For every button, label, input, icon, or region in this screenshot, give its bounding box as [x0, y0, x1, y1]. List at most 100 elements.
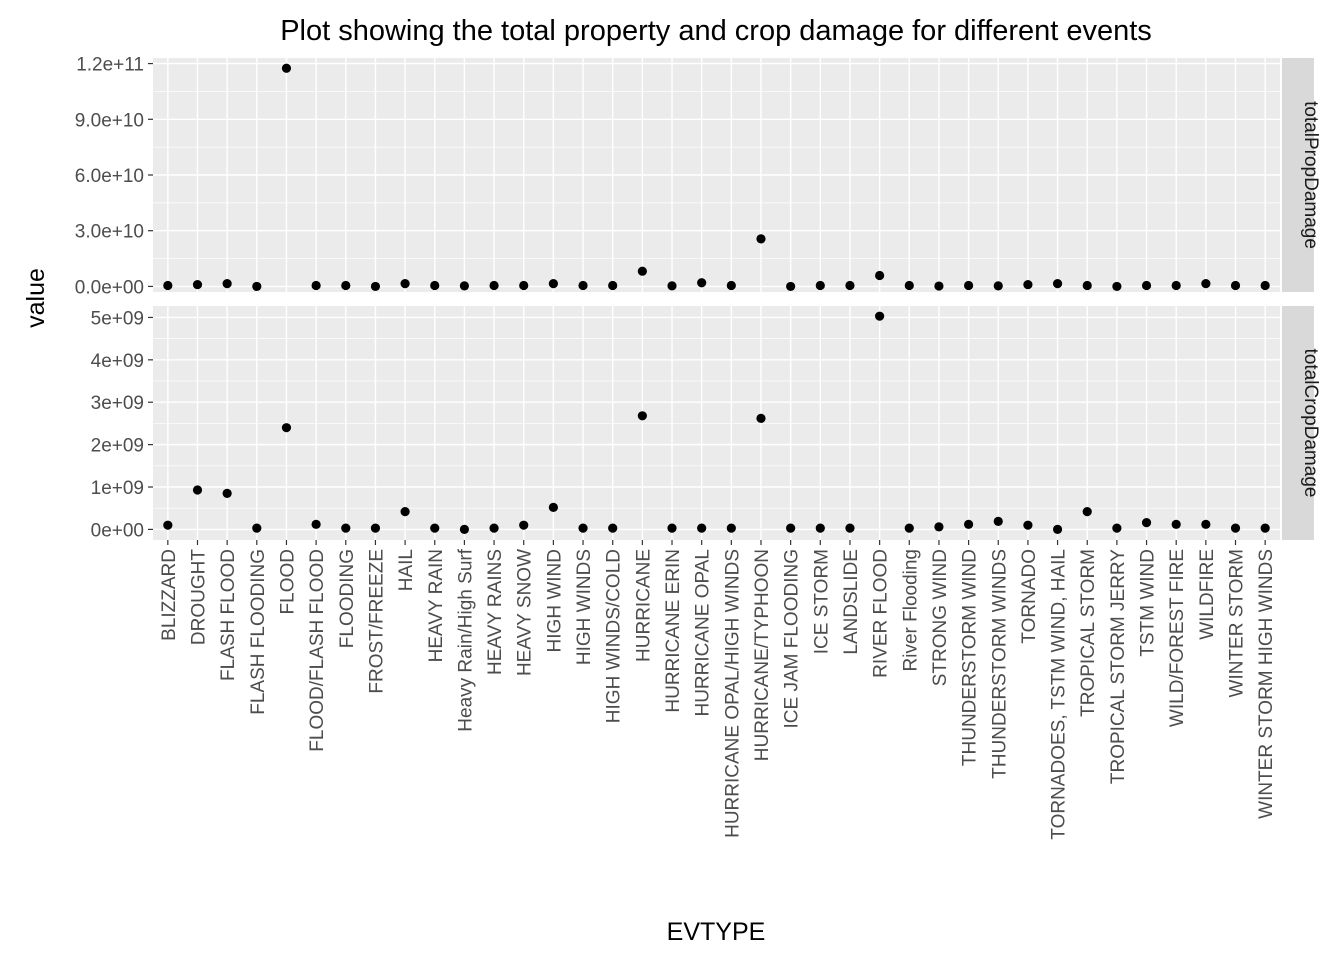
data-point — [845, 280, 855, 291]
data-point — [1052, 279, 1063, 289]
data-point — [1230, 523, 1241, 533]
data-point — [726, 523, 736, 533]
data-point — [192, 279, 203, 290]
data-point — [963, 519, 974, 529]
data-point — [1052, 524, 1063, 535]
data-point — [963, 280, 974, 291]
x-tick-label: FLOOD — [277, 549, 298, 614]
data-point — [341, 523, 351, 533]
data-point — [786, 281, 796, 292]
y-axis-label: value — [22, 268, 50, 328]
data-point — [1260, 523, 1270, 533]
x-tick-label: HIGH WINDS/COLD — [604, 549, 625, 723]
x-tick-label: THUNDERSTORM WIND — [960, 549, 981, 766]
x-tick-label: DROUGHT — [188, 549, 209, 645]
data-point — [370, 281, 381, 292]
data-point — [519, 280, 529, 291]
data-point — [875, 311, 885, 321]
x-tick-label: HIGH WINDS — [574, 549, 595, 665]
x-tick-label: HURRICANE/TYPHOON — [752, 549, 773, 761]
x-tick-label: ICE STORM — [811, 549, 832, 654]
data-point — [1023, 279, 1033, 290]
data-point — [1023, 520, 1033, 530]
data-point — [608, 280, 618, 291]
data-point — [430, 280, 440, 291]
x-tick-label: RIVER FLOOD — [871, 549, 892, 678]
data-point — [815, 523, 825, 533]
x-axis: BLIZZARD DROUGHT FLASH FLOOD FLASH FLOODING… — [159, 540, 1277, 840]
y-tick-label: 5e+09 — [91, 308, 144, 329]
y-tick-label: 1e+09 — [91, 478, 144, 499]
y-tick-label: 1.2e+11 — [76, 55, 144, 76]
x-tick-label: HAIL — [396, 549, 417, 591]
x-tick-label: WINTER STORM HIGH WINDS — [1256, 549, 1277, 819]
y-tick-label: 3.0e+10 — [75, 222, 144, 243]
data-point — [1141, 280, 1152, 291]
x-tick-label: WINTER STORM — [1227, 549, 1248, 697]
data-point — [222, 279, 232, 289]
data-point — [993, 516, 1003, 526]
data-point — [786, 523, 796, 533]
data-point — [281, 63, 292, 73]
y-tick-label: 2e+09 — [91, 436, 144, 457]
data-point — [1112, 523, 1122, 533]
data-point — [815, 280, 825, 291]
data-point — [311, 519, 321, 529]
data-point — [934, 281, 944, 291]
x-tick-label: FLASH FLOOD — [218, 549, 239, 681]
y-tick-label: 3e+09 — [91, 393, 144, 414]
chart-title: Plot showing the total property and crop… — [280, 15, 1152, 47]
panel-totalPropDamage: 0.0e+00 3.0e+10 6.0e+10 9.0e+10 1.2e+11 total… — [75, 55, 1321, 299]
x-tick-label: ICE JAM FLOODING — [782, 549, 803, 728]
data-point — [756, 413, 766, 423]
data-point — [1082, 506, 1092, 517]
data-point — [875, 270, 885, 281]
data-point — [489, 523, 499, 533]
y-tick-label: 4e+09 — [91, 351, 144, 372]
facet-strip-label: totalCropDamage — [1300, 349, 1321, 498]
y-tick-label: 0e+00 — [91, 520, 144, 541]
data-point — [370, 523, 381, 533]
x-tick-label: HEAVY RAINS — [485, 549, 506, 675]
data-point — [1201, 519, 1211, 529]
data-point — [163, 280, 173, 291]
data-point — [519, 520, 529, 530]
facet-strip — [1282, 58, 1314, 292]
data-point — [252, 523, 262, 533]
data-point — [934, 522, 944, 532]
data-point — [608, 523, 618, 533]
data-point — [1260, 280, 1270, 291]
facet-strip-label: totalPropDamage — [1300, 101, 1321, 249]
data-point — [1082, 280, 1092, 291]
x-tick-label: TROPICAL STORM JERRY — [1108, 549, 1129, 784]
x-tick-label: HURRICANE OPAL — [693, 549, 714, 717]
facet-strip — [1282, 306, 1314, 540]
x-axis-label: EVTYPE — [667, 918, 766, 946]
data-point — [904, 280, 914, 291]
data-point — [697, 523, 707, 533]
data-point — [548, 502, 558, 512]
x-tick-label: TORNADO — [1019, 549, 1040, 644]
x-tick-label: River Flooding — [900, 549, 921, 672]
data-point — [163, 520, 173, 530]
panel-totalCropDamage: 0e+00 1e+09 2e+09 3e+09 4e+09 5e+09 totalCropD… — [91, 306, 1321, 541]
data-point — [252, 281, 262, 292]
data-point — [400, 279, 410, 289]
panels: 0.0e+00 3.0e+10 6.0e+10 9.0e+10 1.2e+11 total… — [75, 55, 1321, 840]
y-tick-label: 9.0e+10 — [75, 110, 144, 131]
data-point — [1112, 281, 1122, 292]
x-tick-label: FLOOD/FLASH FLOOD — [307, 549, 328, 752]
data-point — [222, 488, 232, 498]
data-point — [667, 281, 677, 291]
data-point — [459, 281, 470, 291]
x-tick-label: HEAVY SNOW — [515, 549, 536, 676]
data-point — [578, 523, 588, 533]
x-tick-label: HEAVY RAIN — [426, 549, 447, 662]
data-point — [311, 280, 321, 291]
data-point — [1201, 279, 1211, 289]
x-tick-label: WILD/FOREST FIRE — [1167, 549, 1188, 727]
x-tick-label: HURRICANE — [633, 549, 654, 662]
data-point — [637, 266, 647, 276]
x-tick-label: HIGH WIND — [544, 549, 565, 652]
x-tick-label: FROST/FREEZE — [366, 549, 387, 694]
